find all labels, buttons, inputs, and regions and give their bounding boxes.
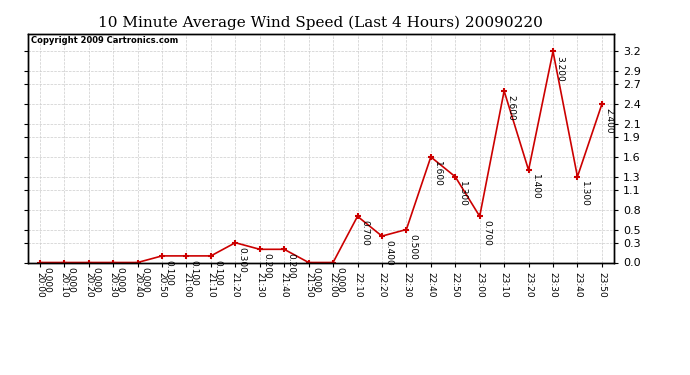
- Text: 0.000: 0.000: [311, 267, 320, 292]
- Text: 0.700: 0.700: [482, 220, 491, 246]
- Text: 0.000: 0.000: [140, 267, 149, 292]
- Text: 0.100: 0.100: [189, 260, 198, 286]
- Text: 0.000: 0.000: [335, 267, 344, 292]
- Text: 1.400: 1.400: [531, 174, 540, 200]
- Text: 3.200: 3.200: [555, 56, 564, 81]
- Text: 0.000: 0.000: [116, 267, 125, 292]
- Text: 0.000: 0.000: [67, 267, 76, 292]
- Text: 0.000: 0.000: [42, 267, 51, 292]
- Text: 1.300: 1.300: [580, 181, 589, 207]
- Text: 1.300: 1.300: [457, 181, 466, 207]
- Text: 0.100: 0.100: [213, 260, 222, 286]
- Title: 10 Minute Average Wind Speed (Last 4 Hours) 20090220: 10 Minute Average Wind Speed (Last 4 Hou…: [99, 15, 543, 30]
- Text: 2.400: 2.400: [604, 108, 613, 134]
- Text: 0.500: 0.500: [409, 234, 418, 260]
- Text: 0.700: 0.700: [360, 220, 369, 246]
- Text: 2.600: 2.600: [506, 95, 515, 121]
- Text: Copyright 2009 Cartronics.com: Copyright 2009 Cartronics.com: [30, 36, 178, 45]
- Text: 0.400: 0.400: [384, 240, 393, 266]
- Text: 0.000: 0.000: [91, 267, 100, 292]
- Text: 0.100: 0.100: [164, 260, 173, 286]
- Text: 0.300: 0.300: [238, 247, 247, 273]
- Text: 1.600: 1.600: [433, 161, 442, 187]
- Text: 0.200: 0.200: [286, 254, 295, 279]
- Text: 0.200: 0.200: [262, 254, 271, 279]
